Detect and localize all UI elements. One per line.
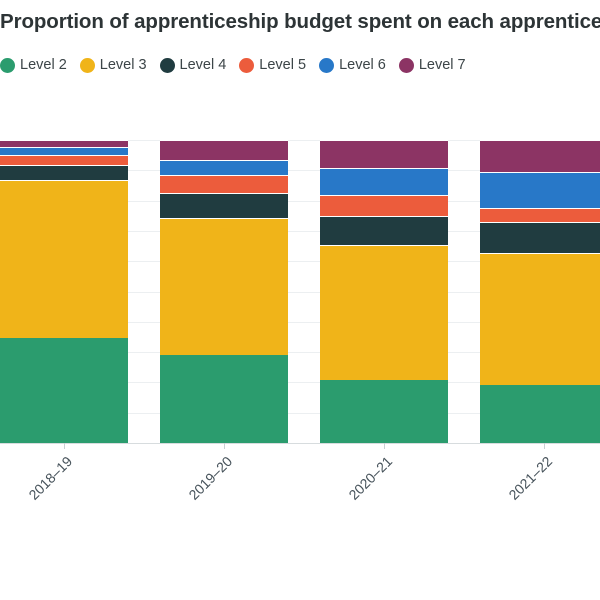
bar-segment-level-6[interactable] [320,167,448,195]
legend-item-level-2[interactable]: Level 2 [0,57,67,73]
legend-swatch-icon [0,57,15,73]
legend-item-label: Level 6 [339,57,386,73]
chart-title: Proportion of apprenticeship budget spen… [0,10,600,33]
chart-legend: Level 2 Level 3 Level 4 Level 5 Level 6 Level… [0,57,466,73]
bar-segment-level-6[interactable] [480,172,600,209]
legend-swatch-icon [239,57,255,73]
legend-item-label: Level 3 [99,57,147,73]
bar-segment-level-7[interactable] [0,140,128,147]
legend-swatch-icon [319,57,335,73]
x-axis-tick-label: 2019–20 [185,453,236,503]
x-axis-tick-mark [384,443,385,449]
bar-segment-level-5[interactable] [480,208,600,223]
bar-column[interactable] [0,140,128,443]
legend-item-level-5[interactable]: Level 5 [239,57,306,73]
legend-swatch-icon [159,57,175,73]
legend-item-label: Level 2 [20,57,67,73]
x-axis-tick-label: 2021–22 [505,453,556,503]
axis-baseline [0,443,600,444]
x-axis-tick-mark [64,443,65,449]
legend-item-label: Level 4 [179,57,227,73]
legend-swatch-icon [398,57,414,73]
bar-segment-level-6[interactable] [0,147,128,155]
bar-segment-level-3[interactable] [0,180,128,338]
bar-segment-level-7[interactable] [480,140,600,173]
bar-segment-level-6[interactable] [160,160,288,176]
bar-segment-level-2[interactable] [160,355,288,443]
legend-item-label: Level 5 [259,57,307,73]
bar-segment-level-5[interactable] [320,194,448,216]
bar-segment-level-3[interactable] [480,253,600,386]
bar-segment-level-7[interactable] [160,140,288,161]
bar-column[interactable] [160,140,288,443]
legend-swatch-icon [79,57,95,73]
legend-item-level-6[interactable]: Level 6 [319,57,386,73]
legend-item-level-4[interactable]: Level 4 [159,57,227,73]
bar-segment-level-5[interactable] [0,154,128,165]
bar-column[interactable] [320,140,448,443]
legend-item-level-7[interactable]: Level 7 [398,57,466,73]
bar-segment-level-4[interactable] [320,215,448,245]
bar-segment-level-4[interactable] [0,164,128,180]
bar-segment-level-4[interactable] [160,193,288,219]
bar-segment-level-2[interactable] [0,337,128,443]
plot-area [0,140,600,444]
legend-item-level-3[interactable]: Level 3 [79,57,147,73]
x-axis-tick-mark [544,443,545,449]
x-axis-tick-label: 2020–21 [345,453,396,503]
bar-segment-level-2[interactable] [320,379,448,443]
bar-segment-level-2[interactable] [480,385,600,443]
x-axis-tick-label: 2018–19 [25,453,76,503]
bar-segment-level-3[interactable] [320,244,448,380]
bar-column[interactable] [480,140,600,443]
legend-item-label: Level 7 [418,57,466,73]
bar-segment-level-3[interactable] [160,218,288,356]
bar-segment-level-5[interactable] [160,175,288,194]
bar-segment-level-7[interactable] [320,140,448,168]
x-axis-tick-mark [224,443,225,449]
bar-segment-level-4[interactable] [480,222,600,254]
